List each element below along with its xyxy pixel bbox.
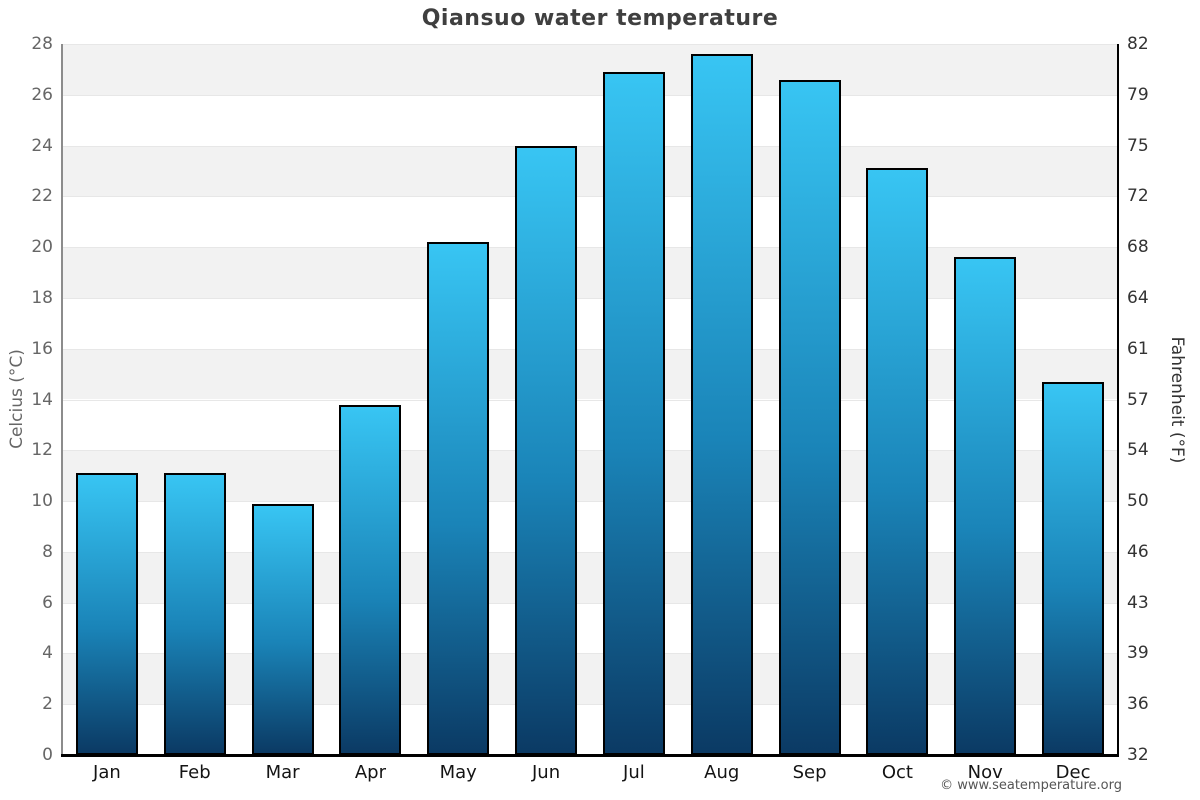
y-tick-fahrenheit-54: 54 bbox=[1127, 440, 1149, 461]
gridline bbox=[63, 399, 1117, 401]
chart-title: Qiansuo water temperature bbox=[421, 6, 779, 31]
y-tick-fahrenheit-61: 61 bbox=[1127, 338, 1149, 359]
y-tick-fahrenheit-32: 32 bbox=[1127, 745, 1149, 765]
x-tick-dec: Dec bbox=[1055, 762, 1091, 783]
plot-band bbox=[63, 450, 1117, 502]
gridline bbox=[63, 196, 1117, 198]
plot-band bbox=[63, 44, 1117, 95]
bar-feb[interactable] bbox=[163, 473, 226, 755]
x-tick-aug: Aug bbox=[704, 762, 740, 783]
gridline bbox=[63, 94, 1117, 96]
bar-oct[interactable] bbox=[866, 168, 929, 755]
y-tick-celsius-28: 28 bbox=[31, 34, 53, 54]
plot-band bbox=[63, 247, 1117, 298]
y-tick-fahrenheit-75: 75 bbox=[1127, 135, 1149, 156]
x-tick-nov: Nov bbox=[967, 762, 1003, 783]
x-tick-feb: Feb bbox=[178, 762, 211, 783]
gridline bbox=[63, 145, 1117, 147]
bar-may[interactable] bbox=[427, 242, 490, 755]
y-tick-celsius-26: 26 bbox=[31, 84, 53, 105]
y-tick-celsius-4: 4 bbox=[42, 643, 53, 664]
bar-mar[interactable] bbox=[251, 503, 314, 755]
plot-band bbox=[63, 145, 1117, 197]
y-axis-left-line bbox=[61, 44, 63, 755]
y-tick-celsius-10: 10 bbox=[31, 491, 53, 512]
y-tick-fahrenheit-64: 64 bbox=[1127, 287, 1149, 308]
plot-band bbox=[63, 551, 1117, 603]
x-tick-may: May bbox=[439, 762, 477, 783]
x-tick-jul: Jul bbox=[623, 762, 645, 783]
gridline bbox=[63, 653, 1117, 655]
x-tick-sep: Sep bbox=[792, 762, 827, 783]
y-tick-fahrenheit-82: 82 bbox=[1127, 34, 1149, 54]
y-axis-title-fahrenheit: Fahrenheit (°F) bbox=[1167, 336, 1187, 464]
bar-dec[interactable] bbox=[1042, 381, 1105, 755]
bar-jan[interactable] bbox=[75, 473, 138, 755]
x-tick-apr: Apr bbox=[354, 762, 386, 783]
x-tick-jun: Jun bbox=[532, 762, 561, 783]
bar-jul[interactable] bbox=[602, 71, 665, 755]
bar-apr[interactable] bbox=[339, 404, 402, 755]
y-tick-celsius-20: 20 bbox=[31, 237, 53, 258]
y-tick-fahrenheit-68: 68 bbox=[1127, 237, 1149, 258]
gridline bbox=[63, 551, 1117, 553]
y-axis-right-line bbox=[1117, 44, 1119, 755]
y-tick-fahrenheit-50: 50 bbox=[1127, 491, 1149, 512]
x-tick-jan: Jan bbox=[93, 762, 121, 783]
plot-band bbox=[63, 348, 1117, 400]
y-tick-fahrenheit-46: 46 bbox=[1127, 541, 1149, 562]
y-tick-celsius-16: 16 bbox=[31, 338, 53, 359]
y-tick-fahrenheit-43: 43 bbox=[1127, 592, 1149, 613]
bar-aug[interactable] bbox=[690, 54, 753, 755]
plot-area bbox=[63, 44, 1117, 755]
y-tick-celsius-8: 8 bbox=[42, 541, 53, 562]
gridline bbox=[63, 704, 1117, 706]
y-tick-celsius-18: 18 bbox=[31, 287, 53, 308]
y-tick-fahrenheit-72: 72 bbox=[1127, 186, 1149, 207]
y-tick-fahrenheit-57: 57 bbox=[1127, 389, 1149, 410]
bar-jun[interactable] bbox=[515, 145, 578, 755]
y-axis-title-celsius: Celcius (°C) bbox=[7, 349, 27, 449]
gridline bbox=[63, 501, 1117, 503]
gridline bbox=[63, 348, 1117, 350]
y-tick-celsius-0: 0 bbox=[42, 745, 53, 765]
y-tick-celsius-14: 14 bbox=[31, 389, 53, 410]
y-tick-celsius-6: 6 bbox=[42, 592, 53, 613]
x-tick-oct: Oct bbox=[881, 762, 913, 783]
y-tick-fahrenheit-39: 39 bbox=[1127, 643, 1149, 664]
y-tick-fahrenheit-36: 36 bbox=[1127, 694, 1149, 715]
y-tick-fahrenheit-79: 79 bbox=[1127, 84, 1149, 105]
copyright-text: © www.seatemperature.org bbox=[940, 778, 1122, 793]
gridline bbox=[63, 450, 1117, 452]
bar-sep[interactable] bbox=[778, 79, 841, 755]
y-tick-celsius-22: 22 bbox=[31, 186, 53, 207]
plot-band bbox=[63, 653, 1117, 705]
gridline bbox=[63, 44, 1117, 45]
gridline bbox=[63, 297, 1117, 299]
y-tick-celsius-24: 24 bbox=[31, 135, 53, 156]
x-tick-mar: Mar bbox=[265, 762, 300, 783]
x-axis-line bbox=[61, 754, 1119, 757]
y-tick-celsius-2: 2 bbox=[42, 694, 53, 715]
gridline bbox=[63, 602, 1117, 604]
bar-nov[interactable] bbox=[954, 257, 1017, 755]
y-tick-celsius-12: 12 bbox=[31, 440, 53, 461]
gridline bbox=[63, 247, 1117, 249]
